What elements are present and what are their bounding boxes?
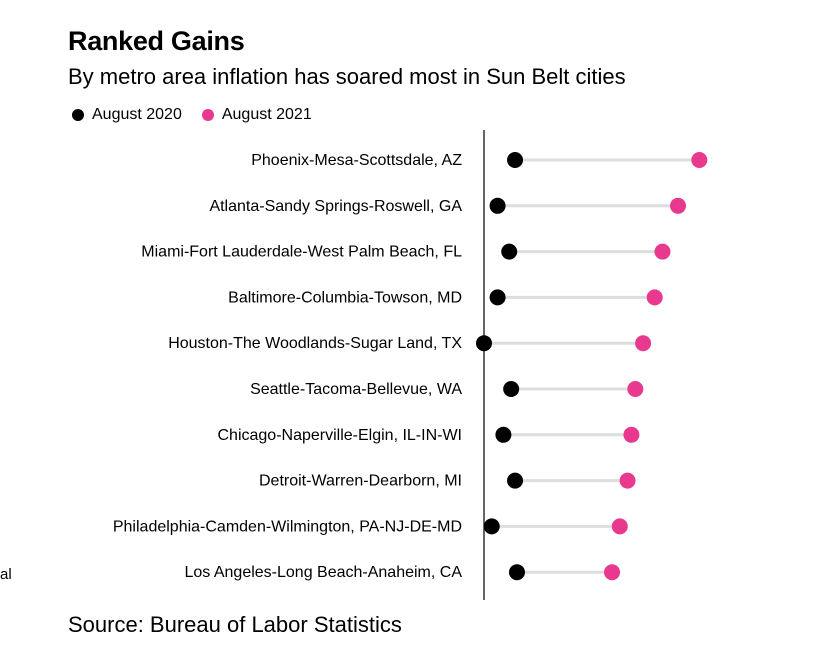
- dot-aug2021: [670, 197, 686, 214]
- dot-aug2021: [619, 472, 636, 489]
- legend: August 2020 August 2021: [72, 106, 332, 124]
- legend-dot-2021: [201, 109, 214, 121]
- legend-item-2021: August 2021: [201, 106, 312, 124]
- dot-aug2021: [646, 289, 663, 306]
- dot-aug2021: [635, 335, 652, 352]
- row-label: Detroit-Warren-Dearborn, MI: [259, 473, 462, 490]
- dot-aug2021: [627, 381, 644, 397]
- dot-aug2020: [503, 381, 520, 397]
- row-label: Atlanta-Sandy Springs-Roswell, GA: [209, 198, 462, 215]
- row-label: Houston-The Woodlands-Sugar Land, TX: [168, 335, 462, 352]
- row-label: Miami-Fort Lauderdale-West Palm Beach, F…: [141, 244, 462, 261]
- dot-aug2020: [489, 197, 506, 214]
- row-label: Phoenix-Mesa-Scottsdale, AZ: [251, 152, 462, 169]
- dot-aug2021: [623, 426, 640, 443]
- dot-aug2020: [489, 289, 506, 306]
- dot-aug2021: [691, 152, 708, 168]
- source-note: Source: Bureau of Labor Statistics: [68, 612, 402, 637]
- dot-aug2020: [508, 564, 525, 581]
- dot-aug2021: [611, 518, 628, 535]
- legend-item-2020: August 2020: [72, 106, 182, 124]
- row-label: Chicago-Naperville-Elgin, IL-IN-WI: [217, 427, 462, 444]
- dot-aug2021: [604, 564, 621, 581]
- row-label: Los Angeles-Long Beach-Anaheim, CA: [184, 564, 462, 581]
- row-label: Philadelphia-Camden-Wilmington, PA-NJ-DE…: [113, 518, 462, 535]
- row-label: Seattle-Tacoma-Bellevue, WA: [250, 381, 462, 398]
- dot-aug2021: [654, 243, 671, 260]
- dot-aug2020: [507, 472, 524, 489]
- dot-aug2020: [501, 243, 518, 260]
- row-label: Baltimore-Columbia-Towson, MD: [228, 289, 462, 306]
- chart-title: Ranked Gains: [68, 26, 245, 56]
- dot-aug2020: [483, 518, 500, 535]
- legend-label-2021: August 2021: [221, 106, 312, 123]
- chart-subtitle: By metro area inflation has soared most …: [68, 64, 626, 89]
- legend-dot-2020: [72, 109, 84, 121]
- dot-aug2020: [476, 335, 492, 352]
- dot-aug2020: [495, 426, 512, 443]
- legend-label-2020: August 2020: [92, 106, 182, 123]
- dot-aug2020: [507, 152, 524, 168]
- stray-text-fragment: al: [0, 566, 12, 583]
